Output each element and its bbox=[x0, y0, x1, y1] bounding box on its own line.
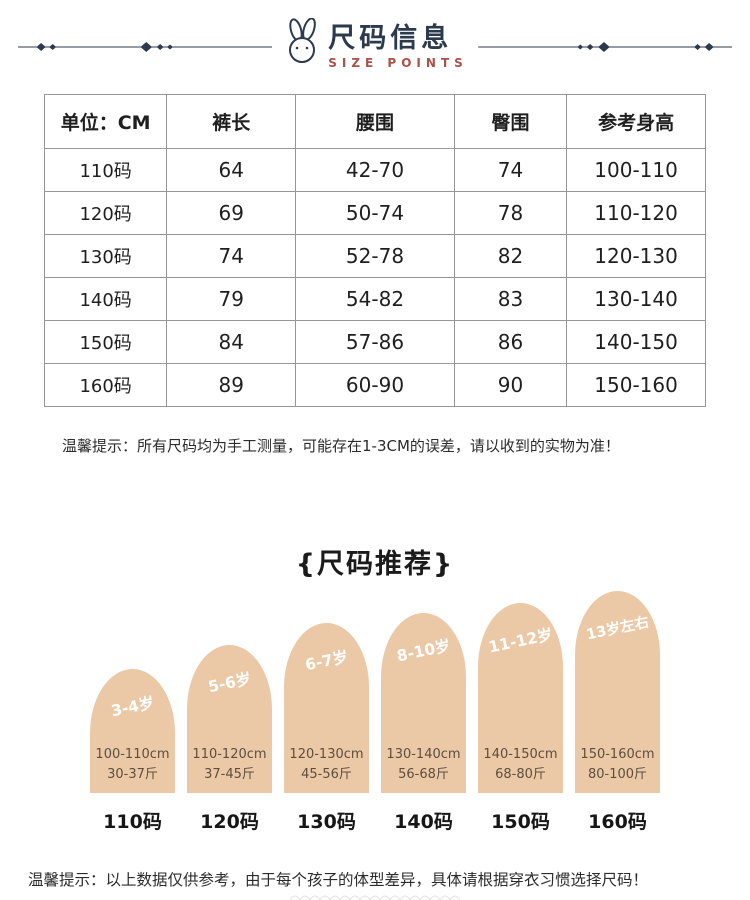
cell-size: 140码 bbox=[43, 277, 168, 321]
column-header-hip: 臀围 bbox=[453, 94, 568, 149]
cell-waist: 54-82 bbox=[295, 277, 455, 321]
rabbit-icon bbox=[289, 17, 317, 63]
age-label: 13岁左右 bbox=[585, 614, 651, 644]
size-label: 140码 bbox=[394, 811, 453, 833]
size-label: 130码 bbox=[297, 811, 356, 833]
cell-height: 110-120 bbox=[566, 191, 706, 235]
age-label: 3-4岁 bbox=[109, 693, 156, 721]
table-row: 150码 84 57-86 86 140-150 bbox=[43, 320, 706, 364]
cell-waist: 50-74 bbox=[295, 191, 455, 235]
weight-range: 56-68斤 bbox=[398, 766, 449, 782]
cell-size: 110码 bbox=[43, 148, 168, 192]
recommendation-title: {尺码推荐} bbox=[295, 549, 455, 580]
size-label: 120码 bbox=[200, 811, 259, 833]
size-arch-160: 13岁左右 150-160cm 80-100斤 bbox=[575, 591, 660, 793]
weight-range: 80-100斤 bbox=[587, 766, 648, 782]
size-table: 单位：CM 裤长 腰围 臀围 参考身高 110码 64 42-70 74 100… bbox=[43, 94, 706, 407]
title-block: 尺码信息 SIZE POINTS bbox=[272, 17, 478, 71]
size-recommendation-chart: 3-4岁 100-110cm 30-37斤 5-6岁 110-120cm 37-… bbox=[0, 591, 750, 793]
height-range: 130-140cm bbox=[386, 746, 461, 762]
cell-waist: 60-90 bbox=[295, 363, 455, 407]
cell-length: 74 bbox=[166, 234, 297, 278]
weight-range: 68-80斤 bbox=[495, 766, 546, 782]
height-range: 100-110cm bbox=[95, 746, 170, 762]
cell-size: 160码 bbox=[43, 363, 168, 407]
left-line-decoration bbox=[18, 42, 273, 52]
cell-length: 89 bbox=[166, 363, 297, 407]
cell-waist: 52-78 bbox=[295, 234, 455, 278]
height-range: 120-130cm bbox=[289, 746, 364, 762]
cell-waist: 57-86 bbox=[295, 320, 455, 364]
cell-size: 120码 bbox=[43, 191, 168, 235]
cell-size: 150码 bbox=[43, 320, 168, 364]
measurement-note: 温馨提示：所有尺码均为手工测量，可能存在1-3CM的误差，请以收到的实物为准！ bbox=[62, 437, 620, 455]
cell-height: 100-110 bbox=[566, 148, 706, 192]
table-row: 130码 74 52-78 82 120-130 bbox=[43, 234, 706, 278]
cell-hip: 78 bbox=[453, 191, 568, 235]
cell-hip: 86 bbox=[453, 320, 568, 364]
page-title: 尺码信息 bbox=[328, 22, 453, 54]
size-label: 160码 bbox=[588, 811, 647, 833]
column-header-ref-height: 参考身高 bbox=[566, 94, 706, 149]
page-subtitle: SIZE POINTS bbox=[328, 56, 468, 71]
right-line-decoration bbox=[477, 42, 733, 52]
table-header-row: 单位：CM 裤长 腰围 臀围 参考身高 bbox=[43, 94, 706, 149]
size-label: 110码 bbox=[103, 811, 162, 833]
size-label: 150码 bbox=[491, 811, 550, 833]
cell-waist: 42-70 bbox=[295, 148, 455, 192]
cell-length: 64 bbox=[166, 148, 297, 192]
height-range: 150-160cm bbox=[580, 746, 655, 762]
table-row: 110码 64 42-70 74 100-110 bbox=[43, 148, 706, 192]
height-range: 140-150cm bbox=[483, 746, 558, 762]
cell-height: 120-130 bbox=[566, 234, 706, 278]
cell-hip: 82 bbox=[453, 234, 568, 278]
cell-height: 130-140 bbox=[566, 277, 706, 321]
column-header-pants-length: 裤长 bbox=[166, 94, 297, 149]
height-range: 110-120cm bbox=[192, 746, 267, 762]
size-arch-120: 5-6岁 110-120cm 37-45斤 bbox=[187, 645, 272, 793]
cell-height: 140-150 bbox=[566, 320, 706, 364]
cell-length: 79 bbox=[166, 277, 297, 321]
table-row: 160码 89 60-90 90 150-160 bbox=[43, 363, 706, 407]
cell-length: 84 bbox=[166, 320, 297, 364]
weight-range: 37-45斤 bbox=[204, 766, 255, 782]
size-labels-row: 110码 120码 130码 140码 150码 160码 bbox=[0, 807, 750, 834]
bottom-lace-decoration bbox=[290, 895, 460, 900]
cell-length: 69 bbox=[166, 191, 297, 235]
reference-note: 温馨提示：以上数据仅供参考，由于每个孩子的体型差异，具体请根据穿衣习惯选择尺码！ bbox=[28, 871, 649, 889]
cell-size: 130码 bbox=[43, 234, 168, 278]
weight-range: 45-56斤 bbox=[301, 766, 352, 782]
size-arch-140: 8-10岁 130-140cm 56-68斤 bbox=[381, 613, 466, 793]
size-arch-110: 3-4岁 100-110cm 30-37斤 bbox=[90, 669, 175, 793]
age-label: 11-12岁 bbox=[487, 625, 555, 657]
cell-hip: 90 bbox=[453, 363, 568, 407]
cell-hip: 74 bbox=[453, 148, 568, 192]
column-header-unit: 单位：CM bbox=[43, 94, 168, 149]
size-arch-130: 6-7岁 120-130cm 45-56斤 bbox=[284, 623, 369, 793]
header: 尺码信息 SIZE POINTS bbox=[0, 16, 750, 78]
age-label: 8-10岁 bbox=[395, 636, 453, 666]
table-row: 140码 79 54-82 83 130-140 bbox=[43, 277, 706, 321]
table-row: 120码 69 50-74 78 110-120 bbox=[43, 191, 706, 235]
age-label: 6-7岁 bbox=[303, 647, 350, 675]
column-header-waist: 腰围 bbox=[295, 94, 455, 149]
size-arch-150: 11-12岁 140-150cm 68-80斤 bbox=[478, 603, 563, 793]
cell-hip: 83 bbox=[453, 277, 568, 321]
weight-range: 30-37斤 bbox=[107, 766, 158, 782]
age-label: 5-6岁 bbox=[206, 669, 253, 697]
cell-height: 150-160 bbox=[566, 363, 706, 407]
